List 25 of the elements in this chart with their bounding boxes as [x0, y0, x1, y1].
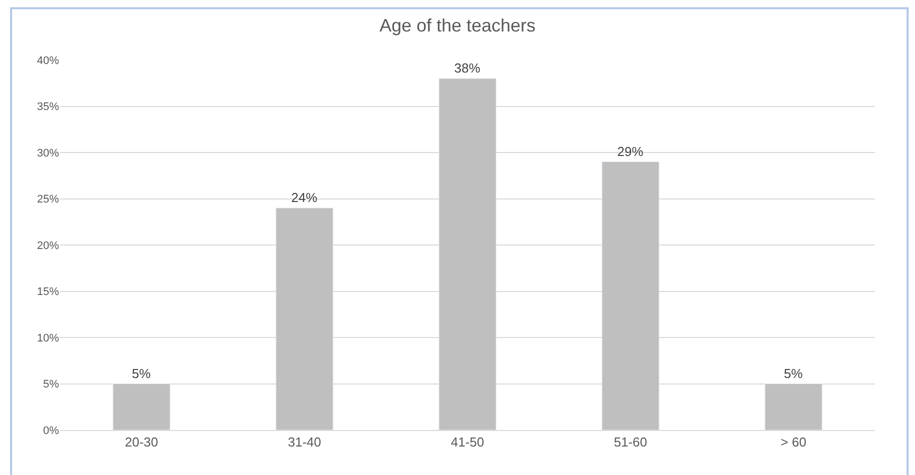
y-tick-label: 20%: [36, 240, 60, 252]
y-tick-label: 30%: [36, 147, 60, 160]
bar: [602, 162, 660, 430]
bar: [276, 208, 334, 430]
x-tick-label: 51-60: [614, 434, 648, 450]
y-tick-label: 40%: [36, 54, 60, 67]
data-label: 5%: [132, 366, 152, 381]
y-tick-label: 5%: [43, 378, 60, 391]
data-label: 5%: [784, 366, 804, 381]
x-tick-label: 31-40: [288, 434, 322, 450]
x-tick-label: 20-30: [124, 434, 158, 450]
y-tick-label: 15%: [36, 286, 60, 298]
y-tick-label: 10%: [36, 332, 60, 344]
bar: [764, 384, 822, 430]
y-tick-label: 35%: [36, 101, 60, 114]
bar: [112, 384, 170, 430]
y-tick-label: 25%: [36, 194, 60, 206]
data-label: 38%: [454, 60, 481, 76]
x-tick-label: > 60: [780, 434, 806, 450]
y-tick-label: 0%: [43, 424, 60, 437]
data-label: 24%: [291, 190, 318, 205]
x-tick-label: 41-50: [450, 434, 484, 450]
bar: [438, 78, 496, 430]
data-label: 29%: [617, 144, 644, 159]
chart-title: Age of the teachers: [379, 16, 536, 36]
